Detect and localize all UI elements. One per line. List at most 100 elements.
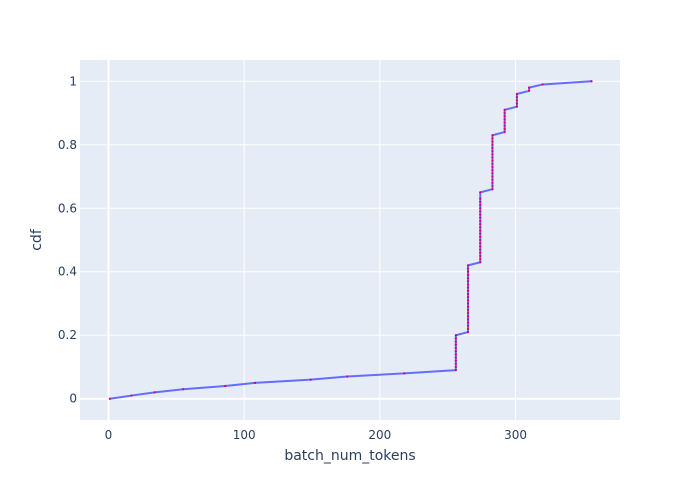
x-tick-label: 100	[233, 428, 256, 442]
data-point	[479, 207, 482, 210]
data-point	[479, 232, 482, 235]
data-point	[466, 299, 470, 302]
data-point	[479, 242, 482, 245]
y-axis-title: cdf	[29, 228, 45, 251]
data-point	[479, 203, 482, 207]
plot-area	[80, 60, 620, 420]
data-point	[479, 254, 482, 257]
y-tick-label: 0.8	[58, 138, 77, 152]
data-point	[479, 191, 482, 194]
data-point	[491, 184, 494, 188]
data-point	[454, 337, 457, 340]
data-point	[454, 353, 457, 356]
y-tick-label: 0.6	[58, 201, 77, 215]
data-point	[454, 350, 457, 353]
data-point	[454, 334, 457, 337]
data-point	[454, 369, 457, 372]
data-point	[466, 315, 470, 318]
data-point	[491, 140, 494, 143]
y-tick-label: 0.4	[58, 265, 77, 279]
data-point	[309, 378, 312, 381]
data-point	[503, 115, 506, 118]
data-point	[503, 108, 506, 111]
y-tick-labels: 0 0.2 0.4 0.6 0.8 1	[58, 74, 77, 405]
data-point	[479, 257, 482, 261]
data-point	[491, 150, 494, 153]
data-point	[454, 343, 457, 346]
data-point	[528, 89, 531, 92]
data-point	[466, 267, 470, 270]
data-point	[479, 261, 482, 264]
data-point	[130, 394, 133, 397]
data-point	[454, 346, 457, 350]
data-point	[108, 397, 111, 400]
x-tick-labels: 0 100 200 300	[105, 428, 527, 442]
data-point	[153, 391, 156, 394]
series-layer	[108, 80, 593, 400]
data-point	[503, 121, 506, 124]
data-point	[491, 137, 494, 140]
data-point	[491, 134, 494, 137]
data-point	[491, 153, 494, 156]
data-point	[479, 200, 482, 203]
data-point	[479, 229, 482, 232]
data-point	[454, 359, 457, 362]
data-point	[491, 143, 494, 146]
data-point	[491, 188, 494, 191]
data-point	[224, 384, 227, 388]
data-point	[466, 280, 470, 283]
y-tick-label: 0	[69, 392, 77, 406]
data-point	[466, 308, 470, 311]
data-point	[491, 178, 494, 181]
y-tick-label: 1	[69, 74, 77, 88]
data-point	[503, 111, 506, 115]
data-point	[503, 130, 506, 134]
data-point	[503, 118, 506, 121]
data-point	[503, 127, 506, 130]
data-point	[466, 289, 470, 292]
data-point	[479, 197, 482, 200]
data-point	[346, 375, 349, 378]
data-point	[515, 105, 518, 108]
data-point	[466, 277, 470, 280]
data-point	[479, 238, 482, 242]
y-tick-label: 0.2	[58, 328, 77, 342]
data-point	[253, 381, 257, 384]
data-point	[491, 162, 494, 165]
data-point	[528, 86, 531, 89]
data-point	[466, 283, 470, 286]
x-gridlines	[107, 60, 517, 420]
data-point	[454, 356, 457, 359]
data-point	[466, 292, 470, 296]
data-point	[479, 213, 482, 216]
x-tick-label: 200	[368, 428, 391, 442]
data-point	[515, 99, 518, 102]
x-tick-label: 0	[105, 428, 113, 442]
data-point	[466, 324, 470, 327]
data-point	[491, 159, 494, 162]
cdf-line	[109, 80, 592, 400]
data-point	[454, 365, 457, 369]
data-point	[515, 96, 518, 99]
data-point	[466, 264, 470, 267]
y-gridlines	[80, 80, 620, 400]
data-point	[479, 219, 482, 223]
data-point	[466, 270, 470, 273]
data-point	[503, 124, 506, 127]
x-tick-label: 300	[504, 428, 527, 442]
data-point	[403, 372, 406, 375]
data-point	[479, 210, 482, 213]
data-point	[491, 181, 494, 184]
data-point	[466, 305, 470, 308]
data-point	[590, 80, 593, 83]
data-point	[466, 327, 470, 330]
data-point	[541, 83, 544, 86]
data-point	[479, 235, 482, 238]
data-point	[466, 302, 470, 305]
data-point	[466, 330, 470, 334]
data-point	[479, 216, 482, 219]
data-point	[491, 175, 494, 178]
x-axis-title: batch_num_tokens	[284, 448, 415, 464]
data-point	[515, 92, 518, 96]
data-point	[466, 318, 470, 321]
